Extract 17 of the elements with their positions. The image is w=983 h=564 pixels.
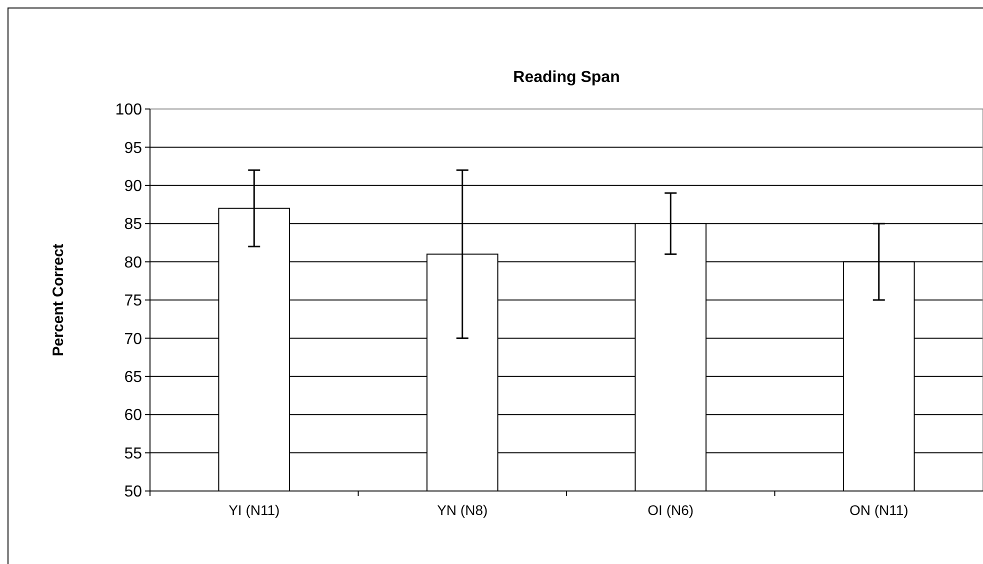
y-tick-label: 60 (124, 407, 142, 424)
y-axis-title: Percent Correct (50, 244, 67, 356)
y-tick-label: 70 (124, 330, 142, 348)
y-tick-label: 95 (124, 140, 142, 157)
y-tick-label: 50 (124, 484, 142, 501)
y-tick-label: 100 (115, 102, 142, 119)
chart-title: Reading Span (513, 69, 620, 86)
y-tick-label: 55 (124, 445, 142, 462)
y-tick-label: 65 (124, 369, 142, 386)
x-tick-label: YN (N8) (437, 502, 488, 518)
x-tick-label: YI (N11) (228, 502, 280, 518)
y-tick-label: 90 (124, 178, 142, 195)
y-tick-label: 75 (124, 292, 142, 310)
y-tick-label: 85 (124, 216, 142, 234)
x-tick-label: OI (N6) (648, 502, 694, 518)
y-tick-label: 80 (124, 254, 142, 272)
x-tick-label: ON (N11) (849, 502, 908, 518)
